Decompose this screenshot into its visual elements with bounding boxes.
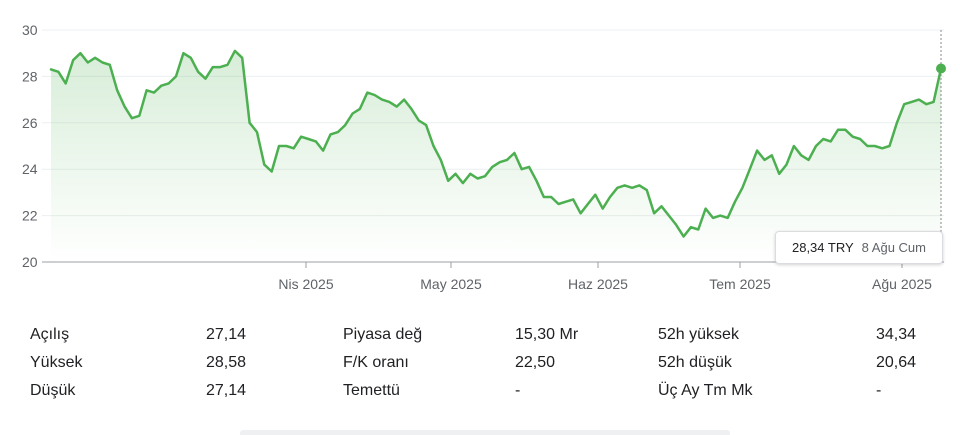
price-area: [51, 50, 941, 263]
x-tick-label: Ağu 2025: [872, 276, 932, 292]
x-tick-label: Tem 2025: [709, 276, 771, 292]
stat-dividend-value: -: [515, 382, 521, 399]
stat-low-label: Düşük: [30, 382, 76, 399]
stat-open-value: 27,14: [205, 326, 246, 343]
stat-3m-avg-label: Üç Ay Tm Mk: [658, 382, 753, 399]
price-chart[interactable]: 20 22 24 26 28 30 Nis 2025 May 2025 Haz 2025 Tem…: [0, 0, 960, 300]
stats-table: Açılış 27,14 Yüksek 28,58 Düşük 27,14 Pi…: [0, 320, 960, 410]
stat-low-value: 27,14: [205, 382, 246, 399]
y-tick-label: 28: [22, 68, 38, 84]
stat-52w-high-label: 52h yüksek: [658, 326, 739, 343]
stat-52w-low-label: 52h düşük: [658, 354, 732, 371]
last-price-dot: [936, 63, 946, 74]
x-tick-label: Nis 2025: [278, 276, 333, 292]
stat-dividend-label: Temettü: [343, 382, 400, 399]
x-tick-label: May 2025: [420, 276, 482, 292]
stat-52w-high-value: 34,34: [876, 326, 917, 343]
x-axis: Nis 2025 May 2025 Haz 2025 Tem 2025 Ağu 2025: [278, 262, 932, 292]
tooltip-price: 28,34 TRY: [791, 240, 854, 255]
y-tick-label: 26: [22, 115, 38, 131]
stat-52w-low-value: 20,64: [876, 354, 917, 371]
stat-pe-label: F/K oranı: [343, 354, 409, 371]
stat-open-label: Açılış: [30, 326, 70, 343]
stat-mktcap-label: Piyasa değ: [343, 326, 423, 343]
expand-handle[interactable]: [240, 430, 730, 435]
y-tick-label: 30: [22, 22, 38, 38]
y-tick-label: 22: [22, 208, 38, 224]
y-axis: 20 22 24 26 28 30: [22, 22, 38, 270]
tooltip-date: 8 Ağu Cum: [861, 240, 926, 255]
stat-high-value: 28,58: [205, 354, 246, 371]
price-line: [49, 49, 943, 238]
y-tick-label: 24: [22, 161, 38, 177]
stat-pe-value: 22,50: [515, 354, 556, 371]
stat-high-label: Yüksek: [30, 354, 83, 371]
stat-mktcap-value: 15,30 Mr: [515, 326, 579, 343]
stat-3m-avg-value: -: [876, 382, 882, 399]
y-tick-label: 20: [22, 254, 38, 270]
x-tick-label: Haz 2025: [568, 276, 628, 292]
price-tooltip: 28,34 TRY 8 Ağu Cum: [775, 231, 943, 264]
